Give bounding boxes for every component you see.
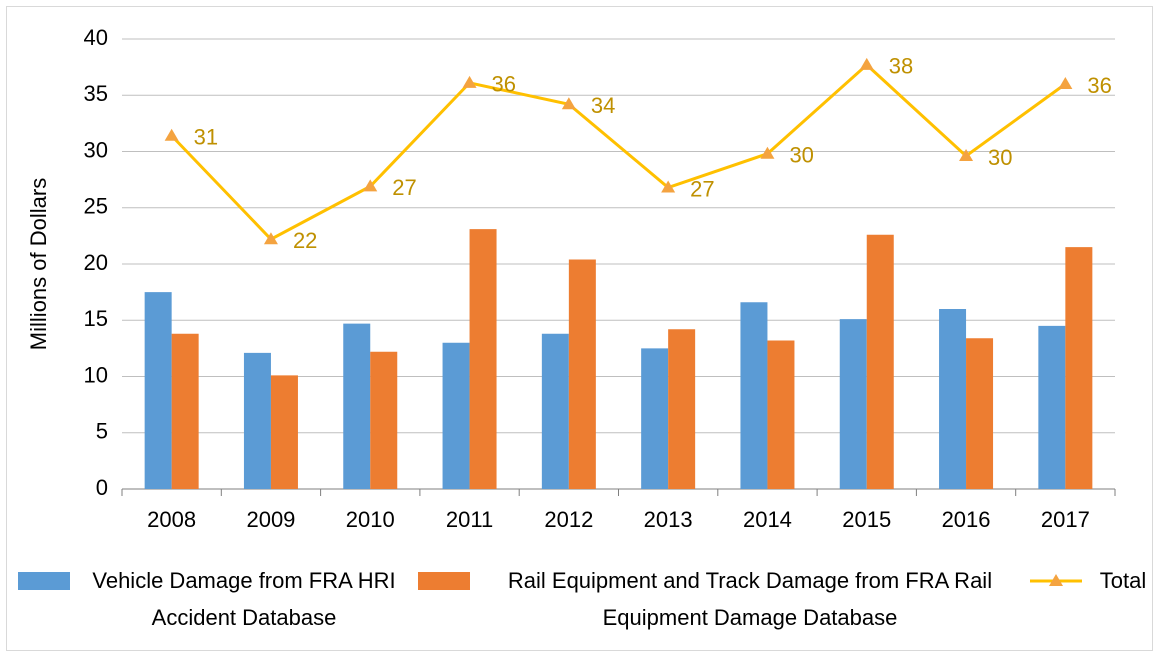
bar <box>442 342 470 489</box>
y-tick-label: 15 <box>84 306 108 331</box>
x-tick-label: 2016 <box>942 507 991 532</box>
y-tick-label: 25 <box>84 194 108 219</box>
marker <box>561 97 576 110</box>
bar <box>343 323 371 489</box>
marker <box>760 146 775 159</box>
data-label: 30 <box>789 143 813 168</box>
bar <box>370 351 398 489</box>
line <box>170 62 1067 242</box>
x-tick-label: 2009 <box>246 507 295 532</box>
bar <box>144 292 172 489</box>
data-label: 31 <box>194 125 218 150</box>
bar <box>641 348 669 489</box>
y-tick-label: 30 <box>84 137 108 162</box>
marker <box>164 128 179 141</box>
x-tick-label: 2012 <box>544 507 593 532</box>
data-label: 30 <box>988 145 1012 170</box>
x-tick-label: 2014 <box>743 507 792 532</box>
data-label: 36 <box>492 72 516 97</box>
x-tick-label: 2017 <box>1041 507 1090 532</box>
marker <box>462 75 477 88</box>
legend-swatch <box>418 572 470 590</box>
legend-marker <box>1049 574 1063 586</box>
legend-swatch <box>18 572 70 590</box>
marker <box>661 180 676 193</box>
x-tick-label: 2011 <box>446 507 493 532</box>
marker <box>1058 77 1073 89</box>
bar <box>866 234 894 489</box>
bar <box>171 333 199 489</box>
y-tick-label: 40 <box>84 25 108 50</box>
legend-label: Vehicle Damage from FRA HRI Accident Dat… <box>92 568 396 630</box>
y-tick-label: 35 <box>84 81 108 106</box>
marker <box>363 179 378 192</box>
y-tick-label: 10 <box>84 362 108 387</box>
y-tick-label: 0 <box>96 475 108 500</box>
data-label: 38 <box>889 54 913 79</box>
y-axis-label: Millions of Dollars <box>26 178 51 350</box>
bar <box>541 333 569 489</box>
x-tick-label: 2013 <box>644 507 693 532</box>
marker <box>859 57 874 70</box>
bar <box>243 352 271 489</box>
legend-label: Total <box>1099 568 1147 593</box>
bar <box>668 329 696 489</box>
legend-label: Rail Equipment and Track Damage from FRA… <box>507 568 993 630</box>
x-tick-label: 2015 <box>842 507 891 532</box>
bar <box>568 259 596 489</box>
y-tick-label: 20 <box>84 250 108 275</box>
marker <box>263 232 278 245</box>
bar <box>966 338 994 489</box>
bar <box>839 319 867 489</box>
data-label: 27 <box>690 176 714 201</box>
data-label: 34 <box>591 93 615 118</box>
data-label: 36 <box>1087 73 1111 98</box>
bar <box>767 340 795 489</box>
data-label: 22 <box>293 228 317 253</box>
bar <box>270 375 298 489</box>
bar <box>1038 325 1066 489</box>
y-tick-label: 5 <box>96 419 108 444</box>
bar <box>740 302 768 489</box>
x-tick-label: 2010 <box>346 507 395 532</box>
bar <box>469 229 497 489</box>
x-tick-label: 2008 <box>147 507 196 532</box>
bar <box>939 309 967 489</box>
data-label: 27 <box>392 175 416 200</box>
marker <box>959 149 974 161</box>
bar <box>1065 247 1093 489</box>
